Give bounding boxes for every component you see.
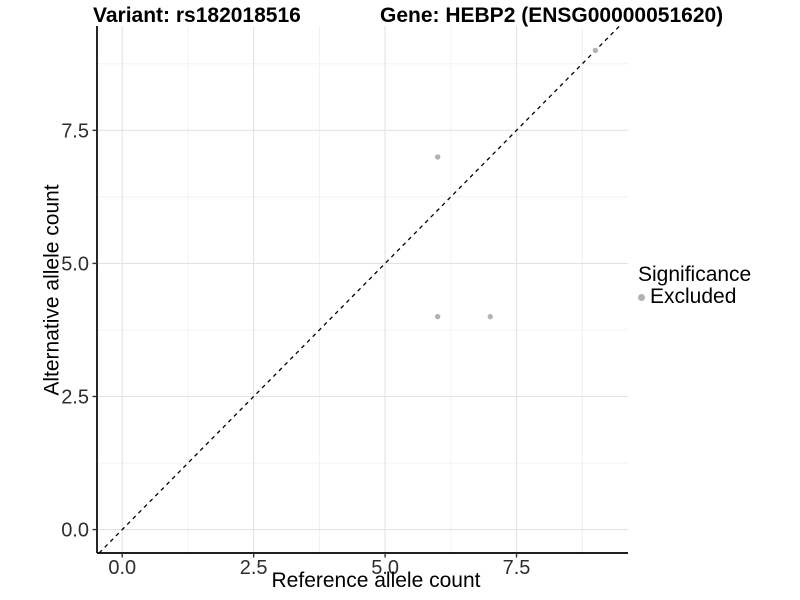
x-axis-label: Reference allele count: [271, 569, 481, 592]
x-tick-label: 7.5: [503, 557, 531, 579]
plot-title-gene: Gene: HEBP2 (ENSG00000051620): [380, 4, 724, 27]
x-tick-label: 0.0: [108, 557, 136, 579]
y-axis-label: Alternative allele count: [40, 184, 64, 396]
data-point: [434, 313, 441, 320]
x-tick-label: 2.5: [240, 557, 268, 579]
legend-item-label: Excluded: [650, 285, 737, 308]
data-point: [487, 313, 493, 320]
legend-items: Excluded: [638, 286, 751, 308]
data-point: [434, 154, 441, 160]
y-tick-label: 7.5: [61, 120, 89, 142]
x-tick-label: 5.0: [371, 557, 399, 579]
y-tick-label: 2.5: [61, 386, 89, 408]
plot-title-variant: Variant: rs182018516: [93, 4, 301, 27]
legend-point-icon: [638, 293, 645, 301]
legend-item: Excluded: [638, 286, 751, 308]
y-tick-label: 0.0: [61, 520, 89, 542]
identity-reference-line: [98, 25, 621, 554]
data-point: [592, 47, 599, 54]
legend: Significance Excluded: [638, 264, 751, 308]
legend-title: Significance: [638, 263, 752, 286]
y-tick-label: 5.0: [61, 253, 89, 275]
